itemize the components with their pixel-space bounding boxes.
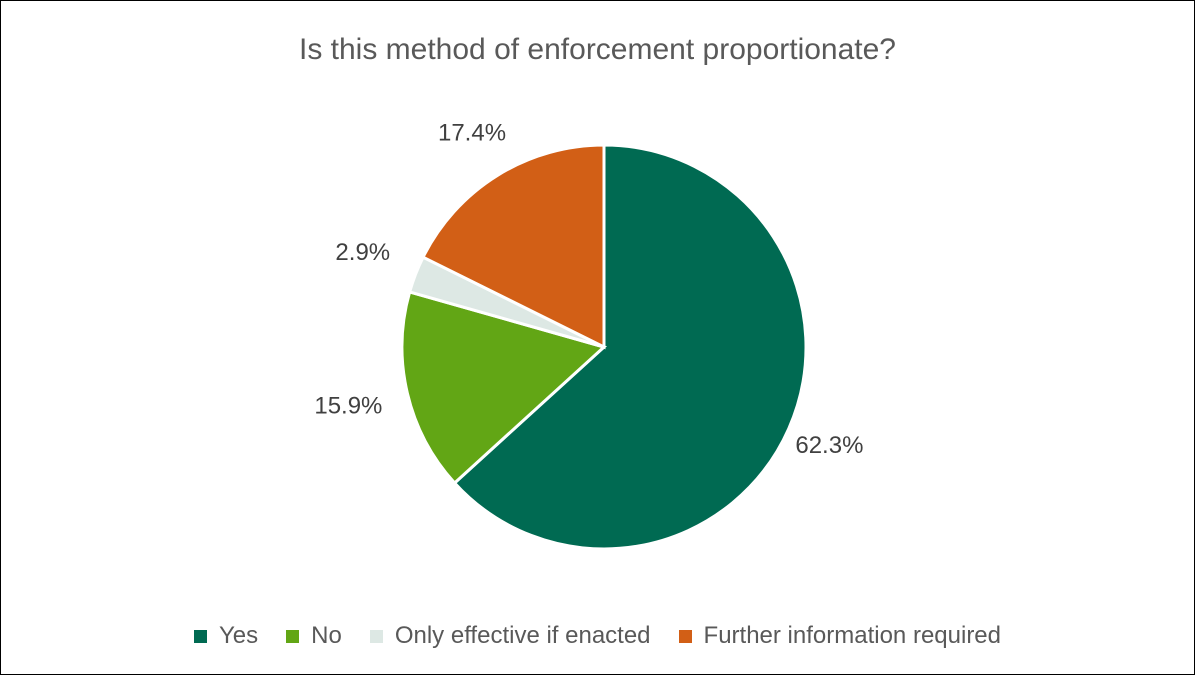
legend-item-no: No (286, 622, 342, 650)
legend: Yes No Only effective if enacted Further in… (1, 622, 1194, 650)
legend-item-further-information-required: Further information required (678, 622, 1001, 650)
legend-label: Only effective if enacted (394, 622, 651, 649)
data-label-no: 15.9% (314, 393, 382, 420)
legend-swatch (369, 629, 383, 643)
legend-label: No (311, 622, 342, 649)
data-label-only-effective-if-enacted: 2.9% (335, 239, 390, 266)
legend-swatch (678, 629, 692, 643)
legend-label: Further information required (703, 622, 1001, 649)
pie-chart: 62.3% 15.9% 2.9% 17.4% (314, 119, 863, 551)
data-label-further-information-required: 17.4% (438, 119, 506, 146)
legend-label: Yes (218, 622, 259, 649)
pie-slice-no (400, 290, 608, 486)
data-label-yes: 62.3% (795, 432, 863, 459)
chart-title: Is this method of enforcement proportion… (298, 33, 896, 66)
legend-item-only-effective-if-enacted: Only effective if enacted (369, 622, 651, 650)
legend-item-yes: Yes (193, 622, 259, 650)
legend-swatch (193, 629, 207, 643)
legend-swatch (286, 629, 300, 643)
pie-slice-yes (452, 143, 808, 551)
pie-slice-further-information-required (421, 143, 606, 350)
